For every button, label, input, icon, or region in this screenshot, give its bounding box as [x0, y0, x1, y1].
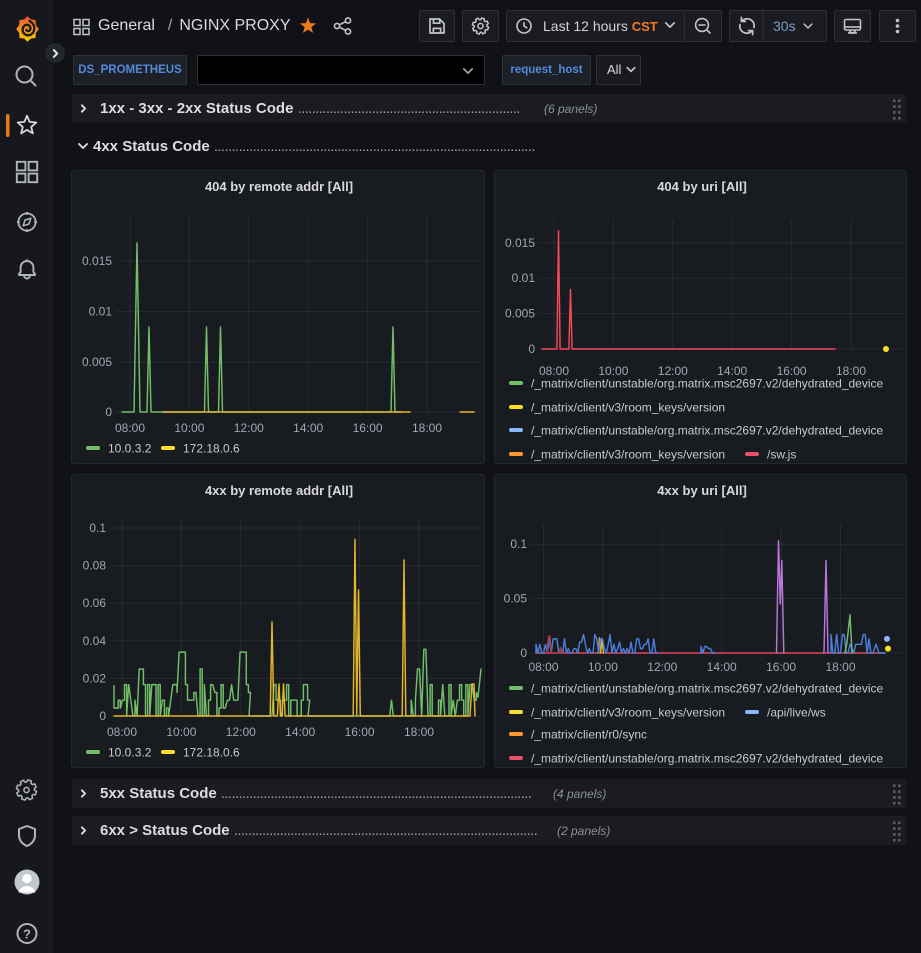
svg-text:08:00: 08:00	[115, 421, 145, 435]
svg-text:10:00: 10:00	[174, 421, 204, 435]
svg-text:/_matrix/client/r0/sync: /_matrix/client/r0/sync	[531, 728, 647, 742]
svg-text:10.0.3.2: 10.0.3.2	[108, 442, 152, 456]
svg-text:14:00: 14:00	[293, 421, 323, 435]
svg-text:0.005: 0.005	[82, 355, 112, 369]
svg-text:0.04: 0.04	[83, 634, 107, 648]
svg-text:/api/live/ws: /api/live/ws	[767, 706, 826, 720]
svg-text:10:00: 10:00	[588, 660, 618, 674]
svg-text:16:00: 16:00	[766, 660, 796, 674]
svg-text:16:00: 16:00	[777, 364, 807, 378]
svg-text:/_matrix/client/unstable/org.m: /_matrix/client/unstable/org.matrix.msc2…	[531, 424, 884, 438]
svg-text:/_matrix/client/unstable/org.m: /_matrix/client/unstable/org.matrix.msc2…	[531, 377, 884, 391]
svg-text:172.18.0.6: 172.18.0.6	[183, 442, 240, 456]
svg-text:08:00: 08:00	[528, 660, 558, 674]
svg-text:0.015: 0.015	[505, 236, 535, 250]
svg-text:08:00: 08:00	[539, 364, 569, 378]
svg-text:10:00: 10:00	[166, 725, 196, 739]
svg-text:0.015: 0.015	[82, 254, 112, 268]
svg-text:/_matrix/client/v3/room_keys/v: /_matrix/client/v3/room_keys/version	[531, 401, 725, 415]
svg-text:12:00: 12:00	[658, 364, 688, 378]
svg-text:0.1: 0.1	[89, 521, 106, 535]
svg-text:4xx by remote addr [All]: 4xx by remote addr [All]	[205, 483, 353, 498]
svg-text:0: 0	[520, 646, 527, 660]
svg-text:/_matrix/client/v3/room_keys/v: /_matrix/client/v3/room_keys/version	[531, 448, 725, 462]
svg-text:0.05: 0.05	[504, 592, 528, 606]
svg-text:?: ?	[23, 927, 31, 942]
svg-text:14:00: 14:00	[717, 364, 747, 378]
svg-text:12:00: 12:00	[226, 725, 256, 739]
svg-text:/_matrix/client/unstable/org.m: /_matrix/client/unstable/org.matrix.msc2…	[531, 682, 884, 696]
svg-text:/sw.js: /sw.js	[767, 448, 796, 462]
svg-text:172.18.0.6: 172.18.0.6	[183, 746, 240, 760]
svg-text:18:00: 18:00	[836, 364, 866, 378]
svg-text:12:00: 12:00	[234, 421, 264, 435]
svg-text:0.1: 0.1	[510, 537, 527, 551]
svg-text:/_matrix/client/unstable/org.m: /_matrix/client/unstable/org.matrix.msc2…	[531, 752, 884, 766]
svg-text:0: 0	[528, 342, 535, 356]
svg-text:14:00: 14:00	[707, 660, 737, 674]
svg-text:12:00: 12:00	[647, 660, 677, 674]
svg-text:0.01: 0.01	[512, 271, 536, 285]
svg-text:18:00: 18:00	[404, 725, 434, 739]
svg-text:16:00: 16:00	[345, 725, 375, 739]
svg-text:4xx by uri [All]: 4xx by uri [All]	[657, 483, 747, 498]
svg-text:/_matrix/client/v3/room_keys/v: /_matrix/client/v3/room_keys/version	[531, 706, 725, 720]
svg-text:18:00: 18:00	[412, 421, 442, 435]
svg-text:0: 0	[99, 709, 106, 723]
svg-text:14:00: 14:00	[285, 725, 315, 739]
svg-text:0.06: 0.06	[83, 596, 107, 610]
svg-text:0.02: 0.02	[83, 671, 107, 685]
svg-text:08:00: 08:00	[107, 725, 137, 739]
svg-text:404 by uri [All]: 404 by uri [All]	[657, 179, 747, 194]
svg-text:16:00: 16:00	[353, 421, 383, 435]
svg-text:0.005: 0.005	[505, 307, 535, 321]
svg-text:0.08: 0.08	[83, 559, 107, 573]
svg-text:18:00: 18:00	[825, 660, 855, 674]
svg-text:10:00: 10:00	[598, 364, 628, 378]
svg-text:0.01: 0.01	[89, 305, 113, 319]
svg-text:0: 0	[105, 405, 112, 419]
svg-text:10.0.3.2: 10.0.3.2	[108, 746, 152, 760]
svg-text:30s: 30s	[773, 18, 796, 34]
svg-text:404 by remote addr [All]: 404 by remote addr [All]	[205, 179, 353, 194]
